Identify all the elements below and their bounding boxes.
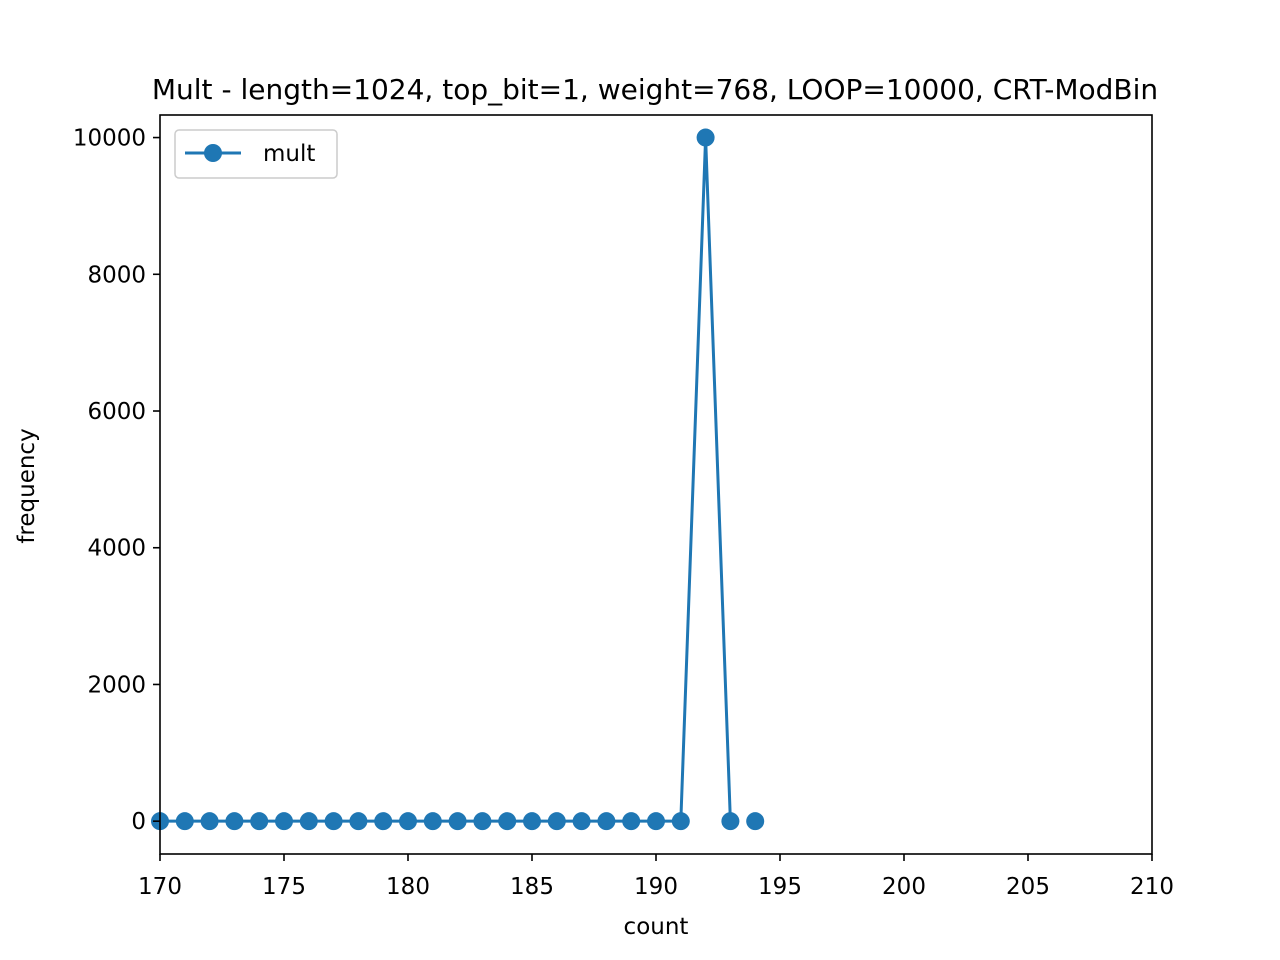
x-axis: 170 175 180 185 190 195 200 205 210 (138, 854, 1174, 900)
data-point (721, 812, 740, 831)
data-point (349, 812, 368, 831)
data-point (696, 128, 715, 147)
data-point (523, 812, 541, 831)
data-point (275, 812, 293, 831)
chart-title: Mult - length=1024, top_bit=1, weight=76… (152, 73, 1158, 106)
data-point (448, 812, 467, 831)
data-point (547, 812, 566, 831)
data-point (299, 812, 318, 831)
y-tick-label: 10000 (73, 126, 146, 152)
y-axis-label: frequency (14, 428, 40, 543)
data-point (175, 812, 194, 831)
x-tick-label: 190 (634, 874, 678, 900)
data-point (374, 812, 393, 831)
legend-box (174, 129, 338, 179)
data-point (746, 812, 765, 831)
plot-marks (151, 128, 765, 831)
x-tick-label: 170 (138, 874, 182, 900)
data-point (473, 812, 492, 831)
x-tick-label: 195 (758, 874, 802, 900)
y-tick-label: 0 (131, 809, 146, 835)
x-tick-label: 175 (262, 874, 306, 900)
data-point (498, 812, 517, 831)
data-point (250, 812, 269, 831)
data-point (423, 812, 442, 831)
x-tick-label: 180 (386, 874, 430, 900)
data-point (671, 812, 690, 831)
x-tick-label: 185 (510, 874, 554, 900)
data-point (200, 812, 219, 831)
legend: mult (174, 129, 338, 179)
y-axis: 0 2000 4000 6000 8000 10000 (73, 126, 160, 835)
legend-marker-mult (204, 144, 222, 162)
data-point (225, 812, 244, 831)
data-point (622, 812, 641, 831)
y-tick-label: 2000 (87, 672, 146, 698)
data-point (399, 812, 417, 831)
data-point (647, 812, 665, 831)
x-tick-label: 205 (1006, 874, 1050, 900)
y-tick-label: 8000 (87, 262, 146, 288)
x-axis-label: count (624, 914, 689, 940)
x-tick-label: 200 (882, 874, 926, 900)
y-tick-label: 4000 (87, 536, 146, 562)
y-tick-label: 6000 (87, 399, 146, 425)
data-point (572, 812, 591, 831)
legend-label-mult: mult (263, 141, 315, 167)
data-point (597, 812, 616, 831)
x-tick-label: 210 (1130, 874, 1174, 900)
data-point (324, 812, 343, 831)
